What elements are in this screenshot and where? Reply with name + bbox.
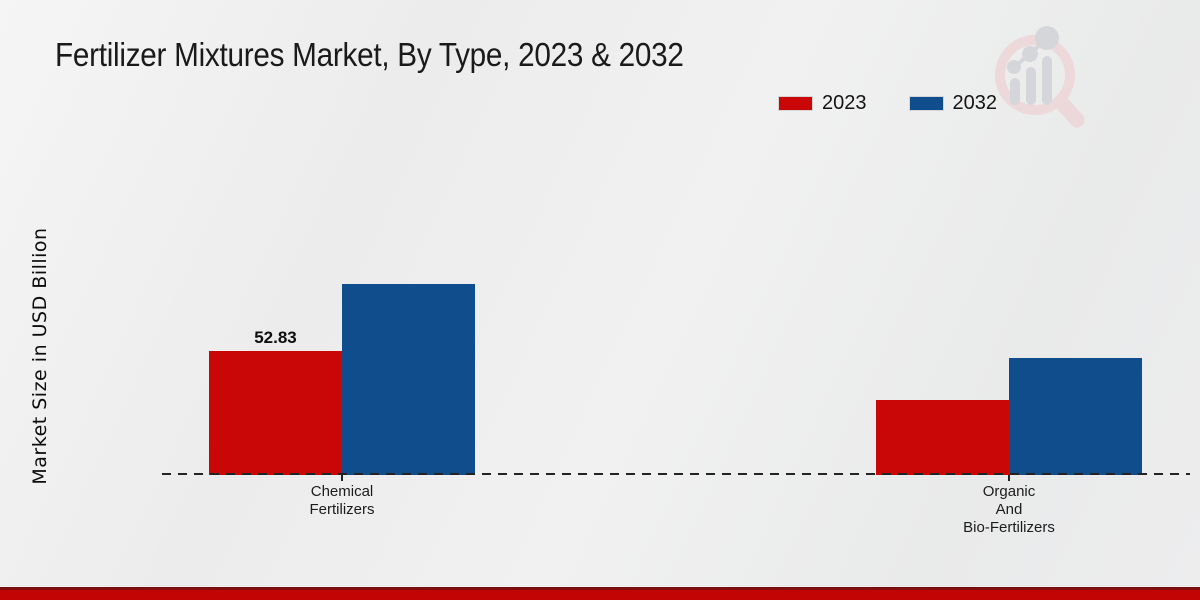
legend-label-2023: 2023: [822, 92, 867, 114]
bar-2032-category-2: [1009, 358, 1142, 475]
bar-2023-category-2: [876, 400, 1009, 475]
legend-swatch-2032: [908, 96, 944, 111]
legend-item-2023: 2023: [778, 92, 867, 115]
chart-title: Fertilizer Mixtures Market, By Type, 202…: [55, 36, 684, 73]
x-axis-tick: [1008, 475, 1010, 481]
x-axis-baseline: [162, 473, 1190, 475]
legend: 2023 2032: [778, 92, 997, 115]
bar-value-label: 52.83: [254, 328, 297, 347]
legend-item-2032: 2032: [908, 92, 998, 115]
bar-2032-category-1: [342, 284, 475, 475]
legend-swatch-2023: [778, 96, 813, 111]
x-axis-tick: [341, 475, 343, 481]
footer-accent-strip: [0, 587, 1200, 600]
x-axis-category-label: Chemical Fertilizers: [309, 483, 375, 518]
magnifier-bar-chart-logo-icon: [995, 26, 1085, 128]
x-axis-category-label: Organic And Bio-Fertilizers: [963, 483, 1055, 536]
legend-label-2032: 2032: [952, 92, 998, 114]
bar-2023-category-1: [209, 351, 342, 475]
